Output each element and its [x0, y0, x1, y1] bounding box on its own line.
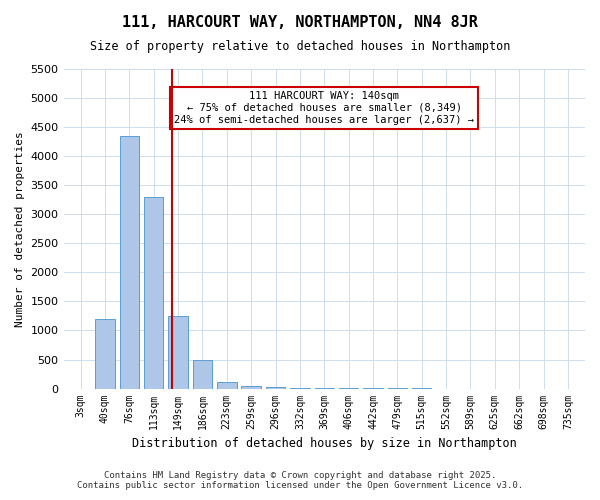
Bar [169, 316, 188, 388]
Bar [119, 136, 139, 388]
Text: Contains HM Land Registry data © Crown copyright and database right 2025.
Contai: Contains HM Land Registry data © Crown c… [77, 470, 523, 490]
Text: Size of property relative to detached houses in Northampton: Size of property relative to detached ho… [90, 40, 510, 53]
Bar [241, 386, 261, 388]
Text: 111 HARCOURT WAY: 140sqm
← 75% of detached houses are smaller (8,349)
24% of sem: 111 HARCOURT WAY: 140sqm ← 75% of detach… [174, 92, 474, 124]
Y-axis label: Number of detached properties: Number of detached properties [15, 131, 25, 326]
Bar [217, 382, 236, 388]
Bar [144, 197, 163, 388]
Bar [193, 360, 212, 388]
Text: 111, HARCOURT WAY, NORTHAMPTON, NN4 8JR: 111, HARCOURT WAY, NORTHAMPTON, NN4 8JR [122, 15, 478, 30]
Bar [95, 319, 115, 388]
X-axis label: Distribution of detached houses by size in Northampton: Distribution of detached houses by size … [132, 437, 517, 450]
